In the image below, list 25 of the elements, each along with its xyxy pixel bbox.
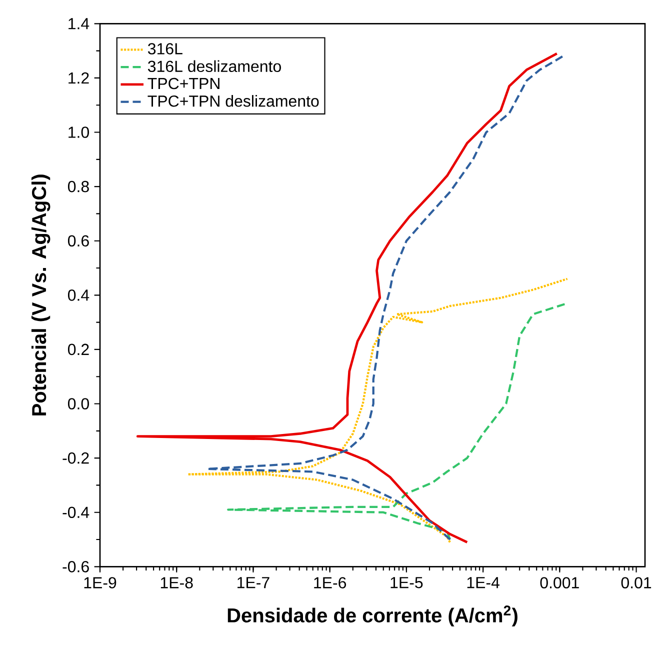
y-tick-label: 0.8 (68, 180, 89, 192)
x-tick-label: 1E-4 (467, 577, 500, 588)
y-tick-label: 1.2 (68, 72, 89, 84)
y-tick-label: 0.2 (68, 344, 89, 356)
y-tick-label: 0.0 (68, 398, 89, 410)
x-tick-label: 1E-7 (238, 577, 270, 588)
y-tick-label: -0.6 (62, 561, 89, 572)
y-tick-label: 0.6 (68, 235, 89, 247)
y-tick-label: 1.4 (68, 18, 90, 30)
y-tick-label: 1.0 (68, 126, 89, 138)
x-tick-label: 1E-8 (160, 577, 193, 588)
y-axis-title: Potencial (V Vs. Ag/AgCl) (31, 174, 50, 416)
legend-label: 316L (148, 43, 182, 54)
y-tick-label: -0.4 (62, 506, 90, 518)
legend-label: TPC+TPN deslizamento (148, 95, 319, 107)
x-tick-label: 1E-6 (314, 577, 346, 588)
y-tick-label: 0.4 (68, 290, 90, 301)
x-tick-label: 1E-5 (390, 577, 423, 588)
legend-label: 316L deslizamento (148, 60, 281, 72)
x-tick-label: 0.01 (621, 577, 652, 588)
x-tick-label: 1E-9 (84, 577, 116, 588)
legend-label: TPC+TPN (148, 78, 220, 90)
x-tick-label: 0.001 (540, 577, 579, 588)
y-tick-label: -0.2 (62, 452, 89, 464)
x-axis-title: Densidade de corrente (A/cm$^{2}$) (228, 606, 518, 626)
